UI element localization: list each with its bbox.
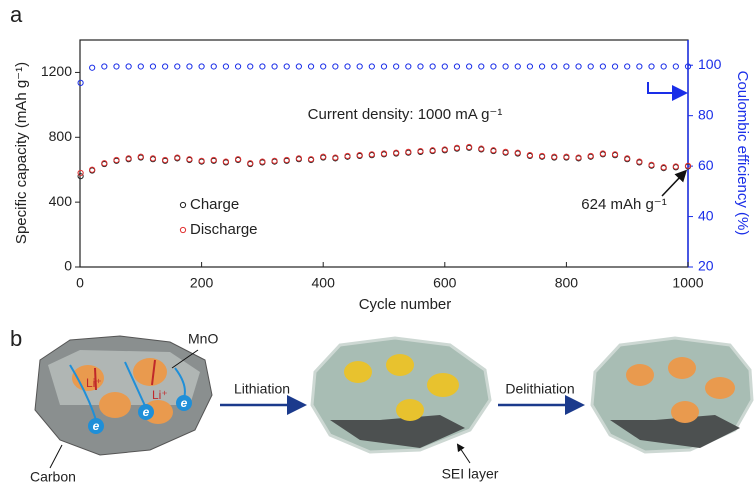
y-tick-label: 1200 — [41, 63, 72, 79]
annotation: Current density: 1000 mA g⁻¹ — [308, 106, 503, 123]
data-point — [442, 64, 447, 69]
data-point — [394, 64, 399, 69]
data-point — [272, 64, 277, 69]
legend-label: Discharge — [190, 221, 258, 238]
data-point — [78, 80, 83, 85]
y2-tick-label: 40 — [698, 207, 714, 223]
legend-marker — [180, 202, 185, 207]
step-label: Lithiation — [234, 381, 290, 397]
material-label: MnO — [188, 331, 218, 347]
particle — [312, 338, 490, 452]
annotation: 624 mAh g⁻¹ — [581, 196, 666, 213]
y-label: Specific capacity (mAh g⁻¹) — [13, 62, 30, 244]
data-point — [503, 64, 508, 69]
data-point — [126, 64, 131, 69]
electron-label: e — [143, 405, 150, 419]
x-tick-label: 200 — [190, 275, 214, 291]
data-point — [150, 64, 155, 69]
x-tick-label: 600 — [433, 275, 457, 291]
data-point — [333, 64, 338, 69]
leader — [50, 445, 62, 468]
y2-tick-label: 20 — [698, 258, 714, 274]
data-point — [345, 64, 350, 69]
data-point — [223, 64, 228, 69]
x-tick-label: 0 — [76, 275, 84, 291]
data-point — [564, 64, 569, 69]
x-tick-label: 400 — [312, 275, 336, 291]
data-point — [625, 64, 630, 69]
y2-label: Coulombic efficiency (%) — [734, 71, 751, 236]
data-point — [357, 64, 362, 69]
y-tick-label: 800 — [49, 128, 73, 144]
axis-arrow — [648, 82, 684, 93]
data-point — [381, 64, 386, 69]
data-point — [418, 64, 423, 69]
x-tick-label: 800 — [555, 275, 579, 291]
data-point — [114, 64, 119, 69]
legend-label: Charge — [190, 196, 239, 213]
data-point — [102, 64, 107, 69]
data-point — [527, 64, 532, 69]
ion-label: Li⁺ — [152, 388, 168, 402]
data-point — [187, 64, 192, 69]
data-point — [369, 64, 374, 69]
leader — [458, 445, 470, 463]
plot-frame — [80, 40, 688, 267]
step-label: Delithiation — [505, 381, 574, 397]
legend-marker — [180, 227, 185, 232]
y-tick-label: 0 — [64, 258, 72, 274]
data-point — [491, 64, 496, 69]
panel-label: b — [10, 326, 22, 351]
data-point — [78, 170, 83, 175]
y2-tick-label: 80 — [698, 106, 714, 122]
y2-tick-label: 100 — [698, 56, 722, 72]
data-point — [284, 64, 289, 69]
data-point — [138, 64, 143, 69]
data-point — [673, 64, 678, 69]
data-point — [661, 64, 666, 69]
data-point — [248, 64, 253, 69]
data-point — [539, 64, 544, 69]
data-point — [296, 64, 301, 69]
data-point — [649, 64, 654, 69]
data-point — [199, 64, 204, 69]
particle — [592, 338, 752, 452]
data-point — [515, 64, 520, 69]
figure: a Cycle number Specific capacity (mAh g⁻… — [0, 0, 756, 488]
data-point — [479, 64, 484, 69]
data-point — [163, 64, 168, 69]
material-label: Carbon — [30, 469, 76, 485]
data-point — [321, 64, 326, 69]
data-point — [576, 64, 581, 69]
annotation-arrow — [662, 172, 685, 196]
data-point — [308, 64, 313, 69]
data-point — [235, 64, 240, 69]
data-point — [211, 64, 216, 69]
x-tick-label: 1000 — [672, 275, 703, 291]
data-point — [90, 65, 95, 70]
data-point — [600, 64, 605, 69]
data-point — [588, 64, 593, 69]
data-point — [406, 64, 411, 69]
data-point — [612, 64, 617, 69]
data-point — [552, 64, 557, 69]
data-point — [260, 64, 265, 69]
data-point — [637, 64, 642, 69]
data-point — [175, 64, 180, 69]
data-point — [467, 64, 472, 69]
electron-label: e — [93, 419, 100, 433]
data-point — [454, 64, 459, 69]
y2-tick-label: 60 — [698, 157, 714, 173]
data-point — [430, 64, 435, 69]
ion-label: Li⁺ — [86, 376, 102, 390]
material-label: SEI layer — [442, 466, 499, 482]
x-label: Cycle number — [359, 296, 452, 313]
electron-label: e — [181, 396, 188, 410]
y-tick-label: 400 — [49, 193, 73, 209]
panel-label: a — [10, 2, 23, 27]
